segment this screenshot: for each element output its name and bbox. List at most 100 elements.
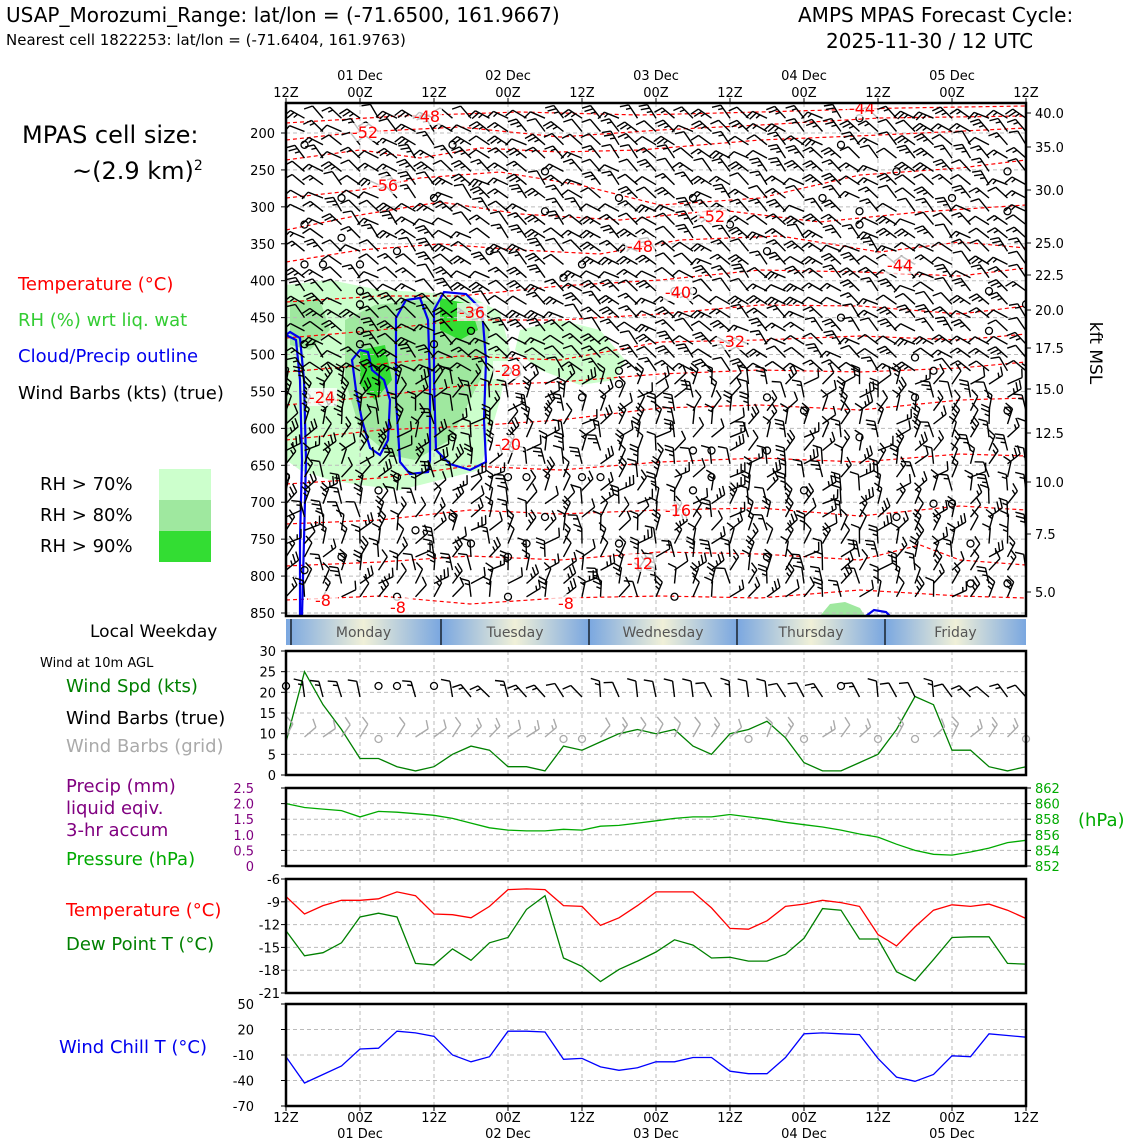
- wind-barb: [859, 579, 874, 598]
- wind-barb: [708, 295, 731, 305]
- wind-barb: [487, 188, 509, 199]
- wind-barb: [573, 523, 583, 544]
- calm-wind-marker: [466, 326, 476, 336]
- wind-barb: [563, 118, 583, 132]
- wind-barb: [802, 305, 823, 319]
- wind-barb: [690, 108, 712, 119]
- wind-barb: [561, 320, 583, 332]
- wind-barb: [786, 223, 805, 239]
- bottom-time-label: 12Z: [717, 1111, 743, 1126]
- wind-barb: [837, 337, 860, 345]
- calm-wind-marker: [300, 566, 309, 575]
- surface-calm-marker: [836, 681, 846, 691]
- wind-barb: [765, 239, 787, 252]
- wind-barb: [988, 550, 1001, 571]
- wind-barb: [896, 304, 916, 319]
- wind-barb: [617, 292, 638, 305]
- wind-barb: [579, 215, 601, 226]
- wind-barb: [575, 549, 585, 571]
- calm-wind-marker: [762, 393, 772, 402]
- wind-barb: [416, 130, 435, 146]
- legend-rh: RH (%) wrt liq. wat: [18, 310, 188, 331]
- wind-barb: [894, 228, 916, 239]
- wind-barb: [486, 294, 509, 305]
- wind-barb: [741, 549, 751, 571]
- wind-barb: [710, 264, 731, 279]
- top-date-label: 05 Dec: [929, 69, 975, 84]
- wind-barb: [286, 240, 305, 252]
- wind-barb: [410, 416, 420, 438]
- wind-barb: [560, 151, 583, 160]
- wind-barb: [303, 278, 324, 292]
- wind-barb: [286, 173, 305, 186]
- wind-barb: [711, 485, 726, 505]
- wind-barb: [822, 431, 836, 452]
- wind-barb: [301, 482, 311, 504]
- wind-barb: [303, 455, 314, 478]
- wind-barb: [804, 316, 824, 332]
- wind-barb: [801, 267, 823, 279]
- wind-barb: [875, 215, 897, 226]
- wind-barb: [470, 566, 486, 585]
- wind-barb: [858, 508, 867, 531]
- wind-barb: [598, 239, 620, 252]
- wind-barb: [838, 267, 860, 279]
- wind-barb: [433, 331, 454, 345]
- wind-barb: [911, 402, 921, 425]
- wind-barb: [840, 550, 854, 571]
- wind-barb: [286, 483, 298, 505]
- calm-wind-marker: [892, 512, 901, 522]
- legend-cloud-outline: Cloud/Precip outline: [18, 346, 199, 367]
- wind-barb: [819, 282, 842, 292]
- wind-barb: [525, 415, 534, 438]
- calm-wind-marker: [540, 207, 550, 216]
- wind-barb: [302, 200, 324, 212]
- surface-wind-barb-true: [787, 682, 805, 698]
- wind-barb: [932, 291, 953, 305]
- wind-barb: [470, 497, 484, 518]
- wind-barb: [600, 404, 613, 425]
- wind-barb: [987, 319, 1008, 332]
- wind-barb: [931, 535, 940, 558]
- temperature-contour-label: -20: [495, 435, 521, 454]
- wind-barb: [320, 254, 342, 265]
- wind-barb: [415, 237, 435, 252]
- kft-tick-label: 30.0: [1035, 184, 1064, 199]
- wind-barb: [893, 361, 916, 372]
- wind-barb: [949, 173, 971, 186]
- wind-barb: [419, 460, 435, 478]
- wind-barb: [710, 238, 731, 252]
- wind-barb: [396, 158, 417, 172]
- wind-barb: [813, 577, 824, 597]
- wind-barb: [803, 118, 824, 132]
- wind-barb: [709, 253, 731, 265]
- wind-barb: [809, 459, 824, 478]
- wind-barb: [394, 297, 416, 305]
- wind-barb: [470, 158, 491, 172]
- wind-barb: [946, 495, 956, 518]
- wind-barb: [505, 203, 527, 212]
- wind-barb: [569, 446, 583, 464]
- wind-barb: [692, 264, 713, 279]
- surface-wind-barb-grid: [951, 716, 960, 738]
- temperature-contour-label: -12: [627, 554, 653, 573]
- wind-barb: [441, 392, 454, 411]
- wind-barb: [634, 323, 657, 333]
- wind-barb: [301, 217, 324, 226]
- wind-barb: [900, 460, 916, 478]
- wind-barb: [286, 276, 306, 292]
- wind-barb: [841, 131, 861, 146]
- surface-wind-barb-true: [695, 682, 713, 698]
- wind-barb: [303, 238, 324, 252]
- wind-barb: [338, 308, 361, 319]
- wind-barb: [320, 150, 342, 159]
- wind-barb: [671, 161, 694, 172]
- wind-barb: [731, 263, 750, 279]
- wind-barb: [634, 270, 657, 279]
- wind-barb: [869, 377, 879, 398]
- wind-barb: [450, 346, 472, 359]
- wind-barb: [868, 524, 879, 544]
- wind-barb: [487, 200, 509, 212]
- wind-barb: [526, 118, 546, 132]
- wind-barb: [890, 522, 900, 544]
